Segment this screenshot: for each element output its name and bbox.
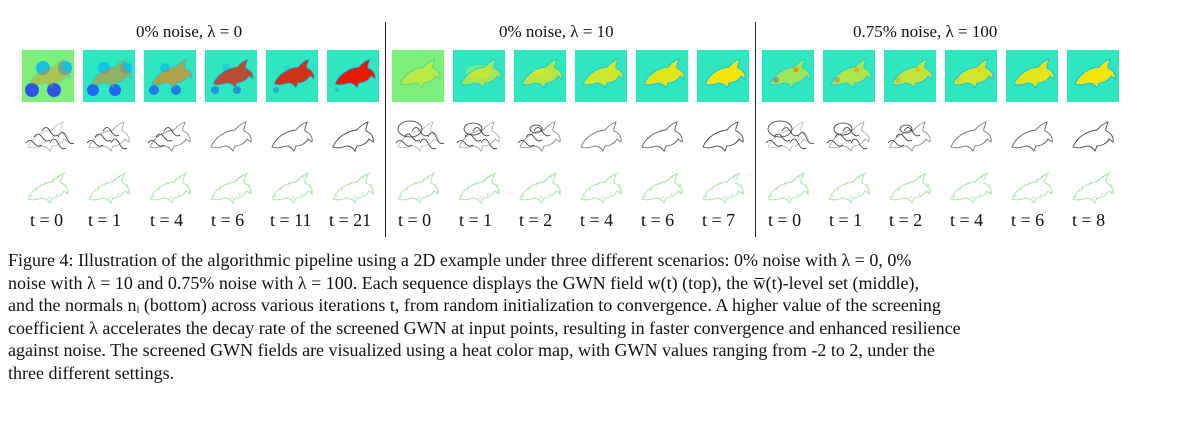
level-set-sketch xyxy=(760,113,816,159)
normals-sketch xyxy=(20,165,76,211)
level-set-sketch xyxy=(634,113,690,159)
level-set-sketch xyxy=(325,113,381,159)
gwn-field-tile xyxy=(514,50,566,102)
gwn-field-tile xyxy=(453,50,505,102)
level-set-sketch xyxy=(512,113,568,159)
normals-sketch xyxy=(882,165,938,211)
group-divider xyxy=(755,22,756,237)
iteration-label: t = 1 xyxy=(88,210,122,230)
normals-sketch xyxy=(81,165,137,211)
iteration-label: t = 1 xyxy=(459,210,493,230)
level-set-sketch xyxy=(451,113,507,159)
iteration-label: t = 0 xyxy=(398,210,432,230)
iteration-label: t = 6 xyxy=(641,210,675,230)
iteration-label: t = 1 xyxy=(829,210,863,230)
iteration-label: t = 2 xyxy=(889,210,923,230)
level-set-sketch xyxy=(821,113,877,159)
normals-sketch xyxy=(634,165,690,211)
level-set-sketch xyxy=(142,113,198,159)
gwn-field-tile xyxy=(945,50,997,102)
normals-sketch xyxy=(325,165,381,211)
level-set-sketch xyxy=(695,113,751,159)
level-set-sketch xyxy=(882,113,938,159)
group-divider xyxy=(385,22,386,237)
caption-line: against noise. The screened GWN fields a… xyxy=(8,340,935,360)
level-set-sketch xyxy=(20,113,76,159)
normals-sketch xyxy=(695,165,751,211)
normals-sketch xyxy=(573,165,629,211)
group-title: 0.75% noise, λ = 100 xyxy=(853,22,998,41)
normals-sketch xyxy=(512,165,568,211)
gwn-field-tile xyxy=(636,50,688,102)
normals-sketch xyxy=(264,165,320,211)
level-set-sketch xyxy=(1004,113,1060,159)
level-set-sketch xyxy=(1065,113,1121,159)
gwn-field-tile xyxy=(884,50,936,102)
normals-sketch xyxy=(451,165,507,211)
caption-line: Figure 4: Illustration of the algorithmi… xyxy=(8,250,912,270)
gwn-field-tile xyxy=(392,50,444,102)
normals-sketch xyxy=(760,165,816,211)
level-set-sketch xyxy=(203,113,259,159)
figure-caption: Figure 4: Illustration of the algorithmi… xyxy=(8,249,1183,384)
level-set-sketch xyxy=(573,113,629,159)
level-set-sketch xyxy=(264,113,320,159)
gwn-field-tile xyxy=(1067,50,1119,102)
iteration-label: t = 4 xyxy=(150,210,184,230)
iteration-label: t = 7 xyxy=(702,210,736,230)
gwn-field-tile xyxy=(327,50,379,102)
level-set-sketch xyxy=(81,113,137,159)
iteration-label: t = 4 xyxy=(580,210,614,230)
normals-sketch xyxy=(821,165,877,211)
gwn-field-tile xyxy=(144,50,196,102)
caption-line: three different settings. xyxy=(8,362,175,383)
iteration-label: t = 4 xyxy=(950,210,984,230)
iteration-label: t = 6 xyxy=(211,210,245,230)
normals-sketch xyxy=(1065,165,1121,211)
gwn-field-tile xyxy=(575,50,627,102)
caption-line: coefficient λ accelerates the decay rate… xyxy=(8,317,961,338)
gwn-field-tile xyxy=(205,50,257,102)
normals-sketch xyxy=(142,165,198,211)
group-title: 0% noise, λ = 10 xyxy=(499,22,614,41)
group-title: 0% noise, λ = 0 xyxy=(136,22,243,41)
normals-sketch xyxy=(390,165,446,211)
gwn-field-tile xyxy=(83,50,135,102)
iteration-label: t = 0 xyxy=(768,210,802,230)
iteration-label: t = 6 xyxy=(1011,210,1045,230)
caption-line: and the normals nᵢ (bottom) across vario… xyxy=(8,295,941,315)
gwn-field-tile xyxy=(22,50,74,102)
normals-sketch xyxy=(1004,165,1060,211)
iteration-label: t = 11 xyxy=(270,210,312,230)
level-set-sketch xyxy=(390,113,446,159)
iteration-label: t = 21 xyxy=(329,210,372,230)
figure: 0% noise, λ = 0 0% noise, λ = 10 0.75% n… xyxy=(20,22,1121,237)
gwn-field-tile xyxy=(266,50,318,102)
iteration-label: t = 8 xyxy=(1072,210,1106,230)
gwn-field-tile xyxy=(697,50,749,102)
iteration-label: t = 2 xyxy=(519,210,553,230)
gwn-field-tile xyxy=(823,50,875,102)
normals-sketch xyxy=(943,165,999,211)
iteration-label: t = 0 xyxy=(30,210,64,230)
caption-line: noise with λ = 10 and 0.75% noise with λ… xyxy=(8,272,920,293)
gwn-field-tile xyxy=(762,50,814,102)
level-set-sketch xyxy=(943,113,999,159)
normals-sketch xyxy=(203,165,259,211)
gwn-field-tile xyxy=(1006,50,1058,102)
